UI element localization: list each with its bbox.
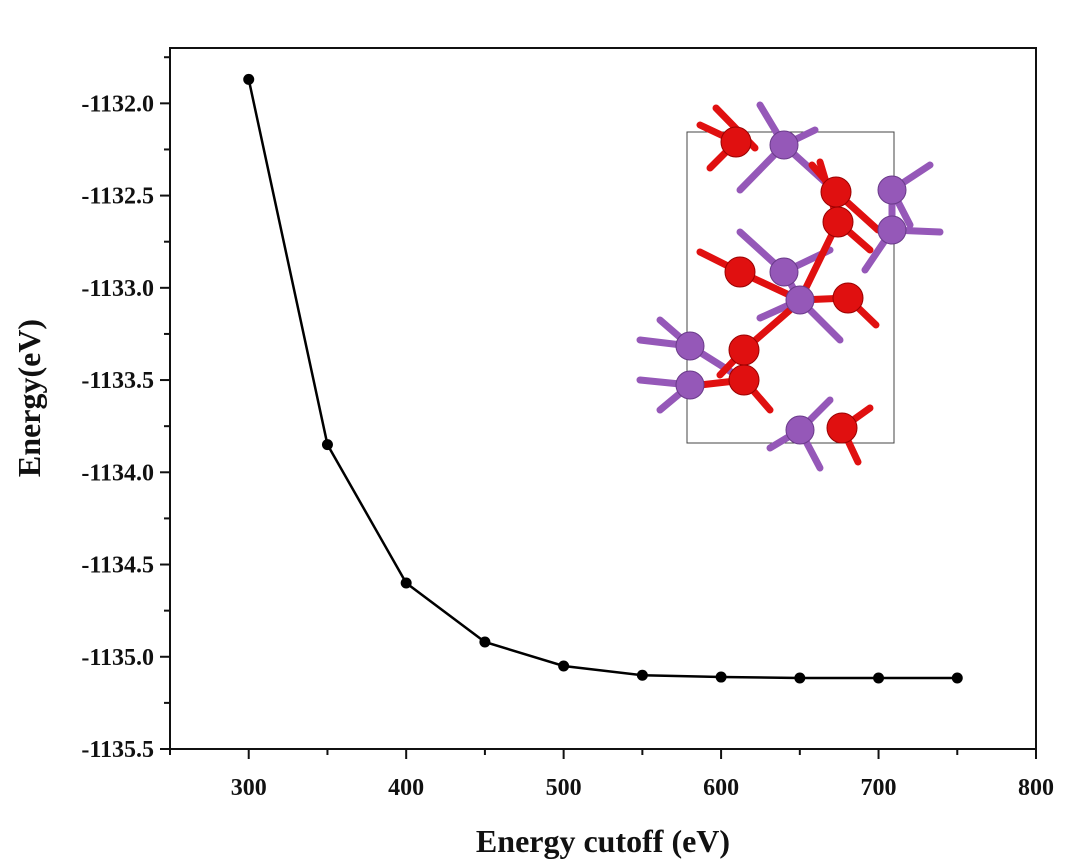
atom-purple (675, 370, 705, 400)
plot-frame (169, 47, 1037, 750)
data-point (321, 439, 333, 451)
x-tick-label: 500 (546, 775, 582, 801)
data-point (636, 669, 648, 681)
atom-red (832, 282, 864, 314)
y-axis-ticks: -1132.0 -1132.5 -1133.0 -1133.5 -1134.0 -1134… (81, 56, 170, 763)
unit-cell-box (686, 131, 895, 444)
x-tick-label: 700 (861, 775, 897, 801)
energy-series (243, 73, 963, 684)
x-tick-label: 600 (703, 775, 739, 801)
atom-purple (877, 175, 907, 205)
crystal-structure-inset (636, 101, 944, 472)
atom-purple (877, 215, 907, 245)
atom-red (728, 364, 760, 396)
y-tick-label: -1133.0 (81, 276, 154, 302)
x-tick-label: 400 (388, 775, 424, 801)
atom-red (724, 256, 756, 288)
atom-purple (769, 257, 799, 287)
x-tick-label: 300 (231, 775, 267, 801)
series-line (247, 79, 958, 680)
data-point (243, 73, 255, 85)
y-tick-label: -1135.5 (81, 737, 154, 763)
y-tick-label: -1134.0 (81, 460, 154, 486)
atom-purple (785, 415, 815, 445)
atom-red (826, 412, 858, 444)
data-point (715, 671, 727, 683)
atom-red (820, 176, 852, 208)
data-point (558, 660, 570, 672)
atom-red (728, 334, 760, 366)
atom-purple (769, 130, 799, 160)
y-axis-title: Energy(eV) (11, 319, 47, 477)
data-point (400, 577, 412, 589)
atom-red (720, 126, 752, 158)
data-point (951, 672, 963, 684)
atom-red (822, 206, 854, 238)
y-tick-label: -1135.0 (81, 645, 154, 671)
data-point (794, 672, 806, 684)
x-axis-title: Energy cutoff (eV) (476, 823, 730, 859)
data-point (479, 636, 491, 648)
atom-purple (675, 331, 705, 361)
data-point (873, 672, 885, 684)
y-tick-label: -1133.5 (81, 368, 154, 394)
x-axis-ticks: 300 400 500 600 700 800 (169, 749, 1054, 801)
y-tick-label: -1134.5 (81, 553, 154, 579)
y-tick-label: -1132.0 (81, 91, 154, 117)
y-tick-label: -1132.5 (81, 184, 154, 210)
atom-purple (785, 285, 815, 315)
x-tick-label: 800 (1018, 775, 1054, 801)
